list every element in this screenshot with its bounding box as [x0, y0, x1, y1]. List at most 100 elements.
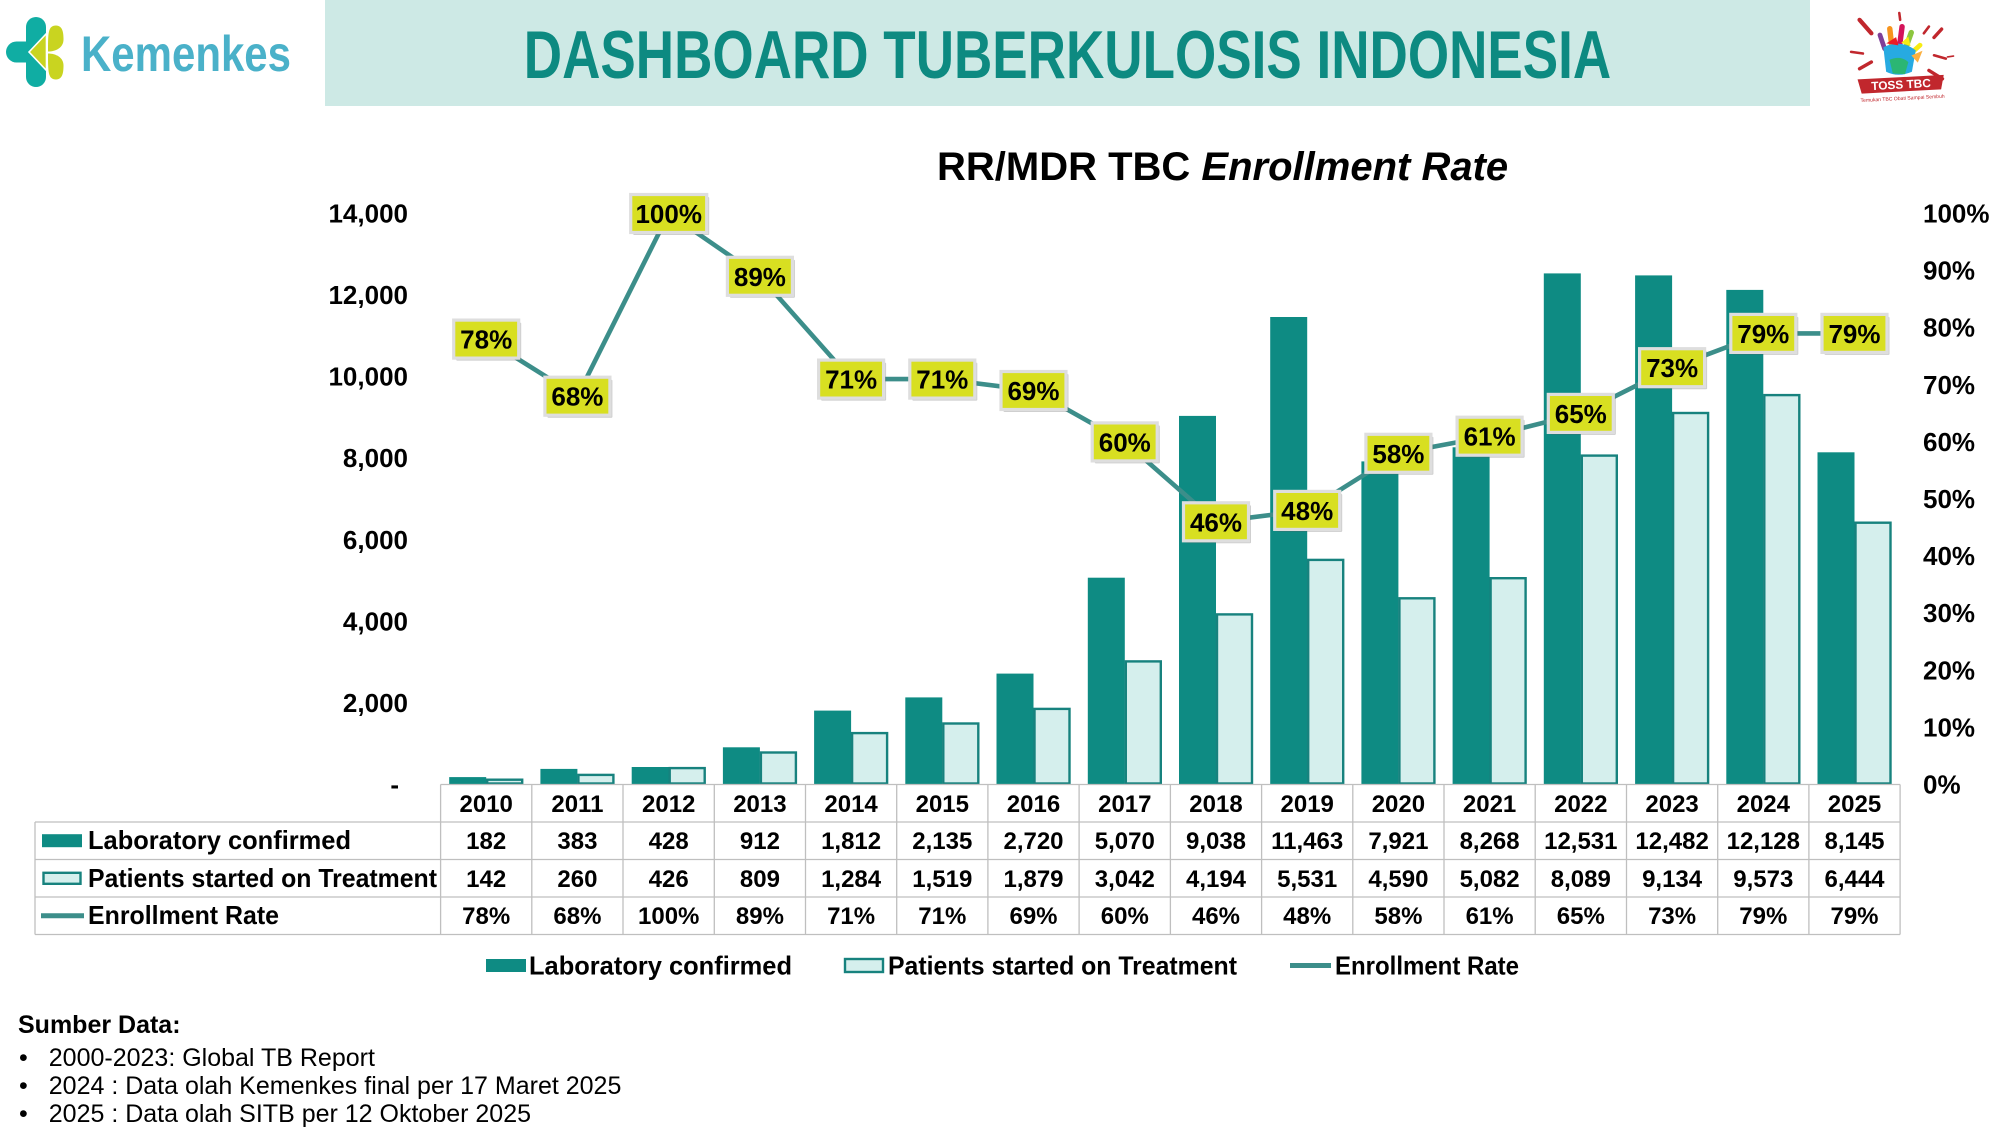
- svg-text:TOSS TBC: TOSS TBC: [1871, 76, 1932, 93]
- svg-text:428: 428: [649, 828, 689, 855]
- svg-text:8,089: 8,089: [1551, 866, 1611, 893]
- svg-text:12,128: 12,128: [1727, 828, 1800, 855]
- svg-text:70%: 70%: [1923, 370, 1975, 400]
- svg-text:4,194: 4,194: [1186, 866, 1247, 893]
- svg-text:5,531: 5,531: [1277, 866, 1337, 893]
- svg-text:3,042: 3,042: [1095, 866, 1155, 893]
- svg-text:912: 912: [740, 828, 780, 855]
- svg-text:8,000: 8,000: [343, 443, 408, 473]
- svg-text:426: 426: [649, 866, 689, 893]
- svg-text:1,812: 1,812: [821, 828, 881, 855]
- svg-text:2017: 2017: [1098, 791, 1151, 818]
- svg-text:65%: 65%: [1557, 903, 1605, 930]
- svg-text:80%: 80%: [1923, 313, 1975, 343]
- svg-text:8,145: 8,145: [1824, 828, 1884, 855]
- svg-text:2,135: 2,135: [912, 828, 972, 855]
- svg-text:20%: 20%: [1923, 655, 1975, 685]
- svg-text:2019: 2019: [1281, 791, 1334, 818]
- svg-text:71%: 71%: [825, 365, 877, 395]
- svg-text:4,590: 4,590: [1368, 866, 1428, 893]
- svg-text:69%: 69%: [1007, 376, 1059, 406]
- svg-text:2,720: 2,720: [1003, 828, 1063, 855]
- svg-text:60%: 60%: [1923, 427, 1975, 457]
- svg-text:46%: 46%: [1190, 507, 1242, 537]
- svg-text:11,463: 11,463: [1271, 828, 1343, 855]
- svg-text:2014: 2014: [824, 791, 878, 818]
- svg-text:4,000: 4,000: [343, 606, 408, 636]
- svg-text:12,482: 12,482: [1635, 828, 1708, 855]
- svg-text:68%: 68%: [553, 903, 601, 930]
- svg-text:2012: 2012: [642, 791, 695, 818]
- svg-text:0%: 0%: [1923, 770, 1961, 800]
- svg-text:90%: 90%: [1923, 256, 1975, 286]
- svg-text:79%: 79%: [1739, 903, 1787, 930]
- svg-text:1,519: 1,519: [912, 866, 972, 893]
- svg-text:60%: 60%: [1101, 903, 1149, 930]
- svg-text:9,134: 9,134: [1642, 866, 1703, 893]
- svg-text:Kemenkes: Kemenkes: [81, 26, 291, 82]
- svg-text:61%: 61%: [1466, 903, 1514, 930]
- svg-text:89%: 89%: [736, 903, 784, 930]
- svg-text:1,284: 1,284: [821, 866, 882, 893]
- svg-text:100%: 100%: [635, 199, 702, 229]
- svg-text:5,082: 5,082: [1460, 866, 1520, 893]
- svg-text:14,000: 14,000: [328, 199, 408, 229]
- svg-text:2010: 2010: [460, 791, 513, 818]
- svg-text:30%: 30%: [1923, 598, 1975, 628]
- svg-text:60%: 60%: [1099, 427, 1151, 457]
- svg-text:68%: 68%: [551, 382, 603, 412]
- svg-text:2025: 2025: [1828, 791, 1881, 818]
- svg-text:48%: 48%: [1281, 496, 1333, 526]
- svg-text:100%: 100%: [638, 903, 699, 930]
- svg-text:-: -: [390, 770, 399, 800]
- svg-text:6,000: 6,000: [343, 525, 408, 555]
- svg-text:Laboratory confirmed: Laboratory confirmed: [88, 825, 351, 855]
- svg-text:71%: 71%: [827, 903, 875, 930]
- svg-text:2021: 2021: [1463, 791, 1516, 818]
- svg-text:79%: 79%: [1830, 903, 1878, 930]
- svg-text:2018: 2018: [1189, 791, 1242, 818]
- svg-text:58%: 58%: [1372, 439, 1424, 469]
- svg-text:2,000: 2,000: [343, 688, 408, 718]
- svg-text:1,879: 1,879: [1003, 866, 1063, 893]
- svg-text:Patients started on Treatment: Patients started on Treatment: [888, 951, 1237, 981]
- svg-text:2024: 2024: [1737, 791, 1791, 818]
- svg-text:12,000: 12,000: [328, 280, 408, 310]
- svg-text:48%: 48%: [1283, 903, 1331, 930]
- svg-text:2016: 2016: [1007, 791, 1060, 818]
- svg-text:142: 142: [466, 866, 506, 893]
- svg-text:69%: 69%: [1009, 903, 1057, 930]
- svg-text:2022: 2022: [1554, 791, 1607, 818]
- svg-text:2013: 2013: [733, 791, 786, 818]
- svg-text:89%: 89%: [734, 262, 786, 292]
- svg-text:260: 260: [557, 866, 597, 893]
- svg-text:Patients started on Treatment: Patients started on Treatment: [88, 863, 437, 893]
- svg-text:79%: 79%: [1737, 319, 1789, 349]
- svg-text:46%: 46%: [1192, 903, 1240, 930]
- svg-text:2011: 2011: [551, 791, 603, 818]
- svg-text:12,531: 12,531: [1544, 828, 1617, 855]
- svg-text:Temukan TBC Obati Sampai Sembu: Temukan TBC Obati Sampai Sembuh: [1860, 94, 1945, 104]
- svg-text:383: 383: [557, 828, 597, 855]
- svg-text:809: 809: [740, 866, 780, 893]
- svg-text:61%: 61%: [1464, 422, 1516, 452]
- svg-text:50%: 50%: [1923, 484, 1975, 514]
- svg-text:7,921: 7,921: [1368, 828, 1428, 855]
- svg-text:78%: 78%: [462, 903, 510, 930]
- svg-text:73%: 73%: [1646, 353, 1698, 383]
- svg-text:8,268: 8,268: [1460, 828, 1520, 855]
- svg-text:9,573: 9,573: [1733, 866, 1793, 893]
- svg-text:Enrollment Rate: Enrollment Rate: [88, 900, 279, 930]
- svg-text:10%: 10%: [1923, 712, 1975, 742]
- svg-text:100%: 100%: [1923, 199, 1990, 229]
- svg-text:Laboratory confirmed: Laboratory confirmed: [529, 951, 792, 981]
- svg-text:2023: 2023: [1645, 791, 1698, 818]
- svg-text:182: 182: [466, 828, 506, 855]
- svg-text:73%: 73%: [1648, 903, 1696, 930]
- svg-text:40%: 40%: [1923, 541, 1975, 571]
- svg-text:78%: 78%: [460, 325, 512, 355]
- svg-text:58%: 58%: [1374, 903, 1422, 930]
- svg-text:2015: 2015: [916, 791, 969, 818]
- svg-text:65%: 65%: [1555, 399, 1607, 429]
- svg-text:71%: 71%: [918, 903, 966, 930]
